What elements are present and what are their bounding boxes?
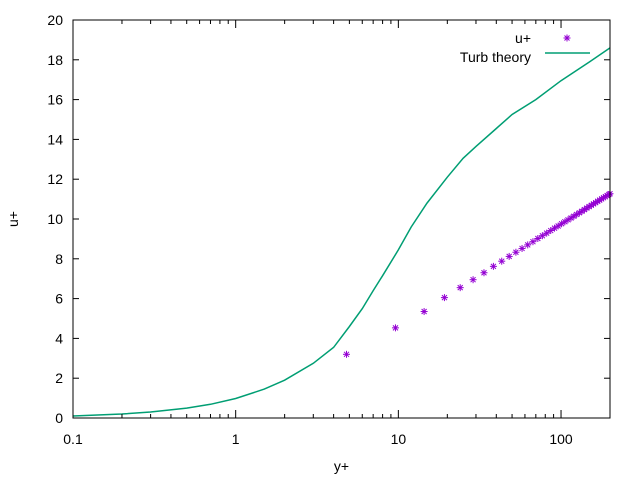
axis-ticks: 0 2 4 6 8 10 12 14 16 18 20 0.1 1 10 100 [47,12,610,447]
legend-marker-u-plus [563,34,571,42]
y-tick-label: 16 [47,92,63,108]
data-point-u-plus [543,229,551,237]
y-tick-label: 14 [47,131,63,147]
data-point-u-plus [547,227,555,235]
y-tick-label: 4 [55,330,63,346]
x-tick-label: 1 [232,431,240,447]
y-tick-label: 18 [47,52,63,68]
y-axis-label: u+ [5,211,21,227]
data-point-u-plus [505,252,513,260]
data-point-u-plus [529,238,537,246]
data-point-u-plus [342,350,350,358]
plot-marks [72,47,614,417]
x-tick-label: 0.1 [63,431,83,447]
x-tick-label: 100 [549,431,573,447]
legend-symbols [545,34,590,54]
data-point-u-plus [420,308,428,316]
x-tick-label: 10 [391,431,407,447]
data-point-u-plus [391,324,399,332]
data-point-u-plus [518,244,526,252]
data-point-u-plus [469,276,477,284]
plot-frame [72,19,611,419]
data-point-u-plus [456,284,464,292]
y-tick-label: 20 [47,12,63,28]
y-tick-label: 6 [55,291,63,307]
series-line-turb-theory [72,47,611,417]
data-point-u-plus [534,235,542,243]
x-axis-label: y+ [334,458,349,474]
data-point-u-plus [480,269,488,277]
legend-label-u-plus: u+ [515,30,531,46]
data-point-u-plus [498,257,506,265]
data-point-u-plus [512,248,520,256]
y-tick-label: 12 [47,171,63,187]
y-tick-label: 0 [55,410,63,426]
data-point-u-plus [561,218,569,226]
y-tick-label: 10 [47,211,63,227]
legend: u+ Turb theory [460,30,590,65]
data-point-u-plus [489,262,497,270]
data-point-u-plus [440,294,448,302]
data-point-u-plus [524,241,532,249]
y-tick-label: 8 [55,251,63,267]
data-point-u-plus [551,224,559,232]
legend-label-turb-theory: Turb theory [460,49,531,65]
y-tick-label: 2 [55,370,63,386]
